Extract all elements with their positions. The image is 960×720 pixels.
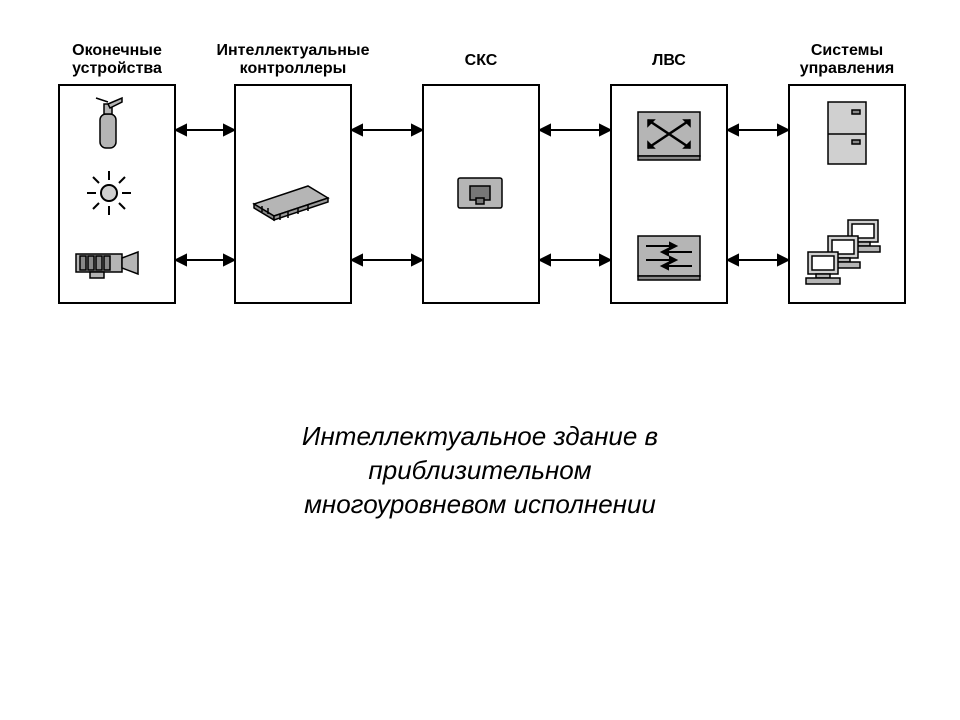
arrow-2-2 (352, 252, 422, 268)
server-icon (824, 100, 870, 170)
col-label-end: Оконечные устройства (48, 42, 186, 79)
camera-icon (72, 244, 144, 280)
arrow-1-2 (352, 122, 422, 138)
arrow-2-1 (176, 252, 234, 268)
caption-line-1: Интеллектуальное здание в (302, 421, 658, 451)
fire-extinguisher-icon (86, 96, 130, 152)
alarm-icon (84, 168, 134, 218)
col-label-mgmt: Системы управления (778, 42, 916, 79)
workstations-icon (804, 218, 892, 288)
caption-line-3: многоуровневом исполнении (304, 489, 656, 519)
arrow-2-3 (540, 252, 610, 268)
diagram-canvas: Оконечные устройства Интеллектуальные ко… (0, 0, 960, 720)
col-label-ctrl: Интеллектуальные контроллеры (208, 42, 378, 79)
router-icon (636, 234, 702, 282)
diagram-caption: Интеллектуальное здание в приблизительно… (195, 420, 765, 521)
switch-icon (636, 110, 702, 162)
arrow-2-4 (728, 252, 788, 268)
arrow-1-3 (540, 122, 610, 138)
col-label-scs: СКС (422, 52, 540, 70)
caption-line-2: приблизительном (368, 455, 591, 485)
arrow-1-1 (176, 122, 234, 138)
arrow-1-4 (728, 122, 788, 138)
col-label-lan: ЛВС (610, 52, 728, 70)
network-outlet-icon (456, 176, 504, 216)
controller-board-icon (248, 176, 334, 222)
